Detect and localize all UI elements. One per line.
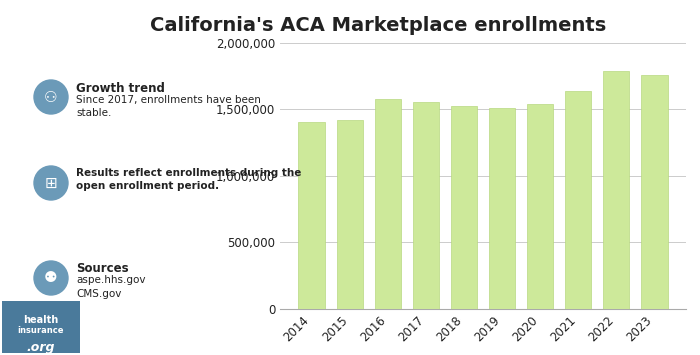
Bar	[337, 120, 363, 309]
FancyBboxPatch shape	[2, 301, 80, 353]
Bar	[603, 71, 629, 309]
Bar	[489, 108, 515, 309]
Text: aspe.hhs.gov
CMS.gov: aspe.hhs.gov CMS.gov	[76, 275, 146, 299]
Text: insurance: insurance	[18, 326, 64, 335]
Text: ⚇: ⚇	[44, 89, 58, 104]
Bar	[565, 91, 592, 309]
Bar	[641, 75, 668, 309]
Bar	[374, 99, 401, 309]
Bar	[298, 122, 325, 309]
Bar	[412, 102, 439, 309]
Bar	[451, 106, 477, 309]
Text: ⚉: ⚉	[44, 271, 58, 285]
Text: Results reflect enrollments during the
open enrollment period.: Results reflect enrollments during the o…	[76, 168, 302, 191]
Text: Since 2017, enrollments have been
stable.: Since 2017, enrollments have been stable…	[76, 95, 261, 118]
Text: .org: .org	[27, 341, 55, 354]
Ellipse shape	[34, 261, 68, 295]
Text: Sources: Sources	[76, 262, 129, 275]
Text: health: health	[23, 315, 59, 325]
Bar	[527, 104, 554, 309]
Text: Growth trend: Growth trend	[76, 82, 165, 95]
Text: California's ACA Marketplace enrollments: California's ACA Marketplace enrollments	[150, 16, 606, 35]
Ellipse shape	[34, 80, 68, 114]
Ellipse shape	[34, 166, 68, 200]
Text: ⊞: ⊞	[45, 175, 57, 191]
